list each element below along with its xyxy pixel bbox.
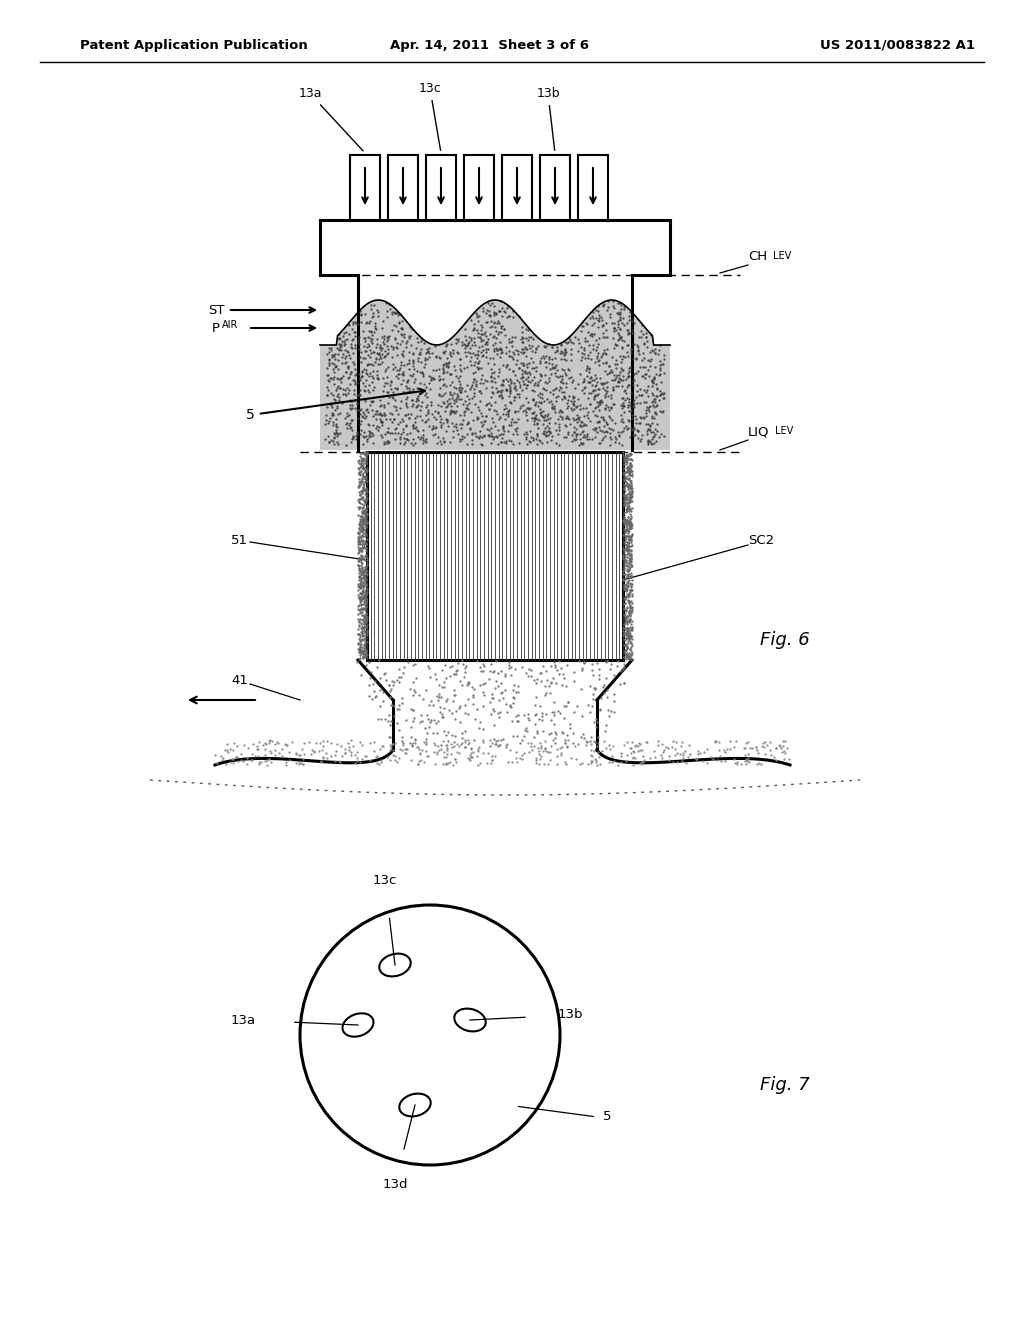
Text: 41: 41 xyxy=(231,673,248,686)
Text: Fig. 7: Fig. 7 xyxy=(760,1076,810,1094)
Text: 51: 51 xyxy=(231,533,248,546)
Text: CH: CH xyxy=(748,251,767,264)
Ellipse shape xyxy=(342,1014,374,1036)
Text: 13b: 13b xyxy=(557,1008,583,1022)
Text: AIR: AIR xyxy=(222,319,239,330)
Text: 5: 5 xyxy=(603,1110,612,1123)
Text: ST: ST xyxy=(209,304,315,317)
Text: 13a: 13a xyxy=(230,1014,256,1027)
Text: 13c: 13c xyxy=(373,874,397,887)
Text: P: P xyxy=(212,322,220,334)
Polygon shape xyxy=(319,300,670,450)
Text: SC2: SC2 xyxy=(748,533,774,546)
Text: Apr. 14, 2011  Sheet 3 of 6: Apr. 14, 2011 Sheet 3 of 6 xyxy=(390,38,590,51)
Ellipse shape xyxy=(379,953,411,977)
Text: Patent Application Publication: Patent Application Publication xyxy=(80,38,308,51)
Ellipse shape xyxy=(399,1093,431,1117)
Ellipse shape xyxy=(455,1008,485,1031)
Text: 5: 5 xyxy=(246,388,425,422)
Text: Fig. 6: Fig. 6 xyxy=(760,631,810,649)
Text: LEV: LEV xyxy=(775,426,794,436)
Text: 13d: 13d xyxy=(382,1179,408,1192)
Text: LEV: LEV xyxy=(773,251,792,261)
Text: LIQ: LIQ xyxy=(748,425,769,438)
Text: US 2011/0083822 A1: US 2011/0083822 A1 xyxy=(820,38,975,51)
Text: 13a: 13a xyxy=(298,87,364,150)
Text: 13b: 13b xyxy=(537,87,560,150)
Text: 13c: 13c xyxy=(419,82,441,150)
